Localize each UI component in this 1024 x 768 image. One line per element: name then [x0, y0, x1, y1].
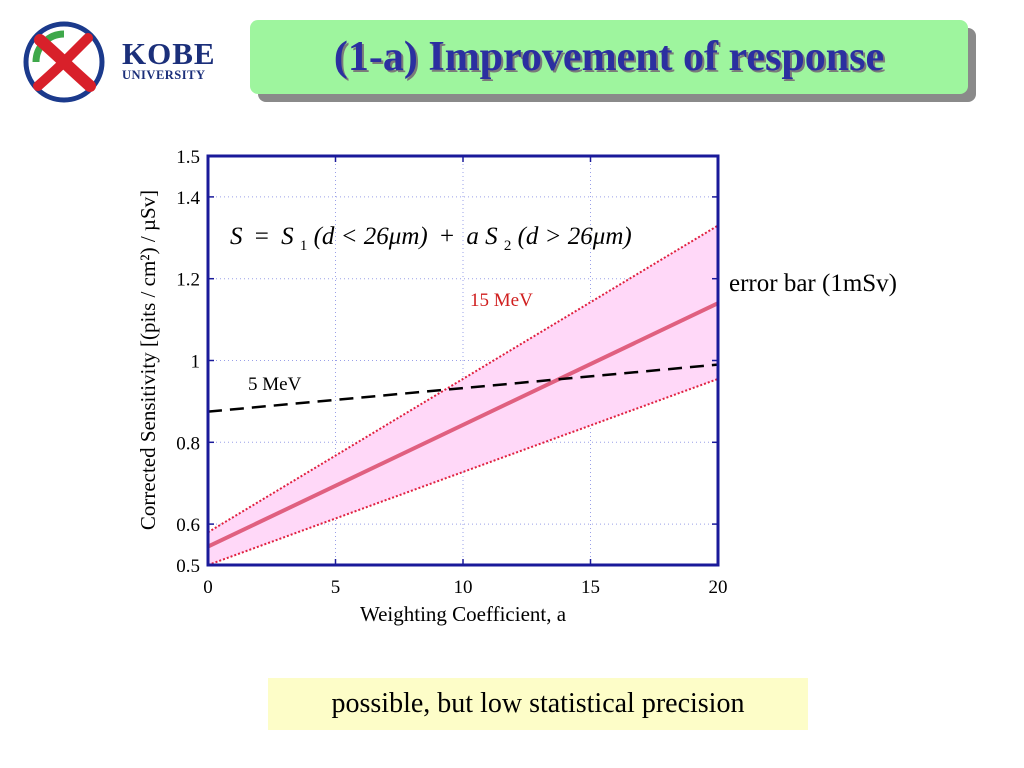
- y-axis-title: Corrected Sensitivity [(pits / cm²) / µS…: [136, 190, 160, 530]
- y-tick-label: 1.4: [176, 188, 200, 209]
- y-tick-label: 0.5: [176, 556, 200, 577]
- page-title: (1-a) Improvement of response: [333, 34, 885, 80]
- formula-cond2: (d > 26μm): [518, 223, 632, 250]
- x-tick-label: 20: [709, 577, 728, 598]
- logo-line-2: UNIVERSITY: [122, 68, 206, 82]
- x-axis-title: Weighting Coefficient, a: [360, 602, 567, 626]
- y-tick-label: 0.8: [176, 433, 200, 454]
- y-tick-label: 1: [191, 352, 201, 373]
- error-band: [208, 225, 718, 565]
- y-tick-label: 1.2: [176, 270, 200, 291]
- x-tick-label: 15: [581, 577, 600, 598]
- formula-s: S: [230, 223, 243, 250]
- formula-cond1: (d < 26μm): [314, 223, 428, 250]
- logo-wordmark: KOBE UNIVERSITY: [122, 38, 216, 83]
- kobe-emblem-icon: [23, 21, 105, 103]
- formula-plus: +: [440, 223, 454, 250]
- precision-note: possible, but low statistical precision: [268, 678, 808, 730]
- kobe-university-logo: KOBE UNIVERSITY: [18, 18, 238, 108]
- formula-s1: S: [281, 223, 294, 250]
- error-band-upper-edge: [207, 224, 719, 534]
- formula-eq: =: [255, 223, 269, 250]
- precision-note-text: possible, but low statistical precision: [331, 688, 745, 719]
- formula-label: S = S 1 (d < 26μm) + a S 2 (d > 26μm): [230, 223, 632, 256]
- y-tick-label: 0.6: [176, 515, 200, 536]
- x-tick-label: 5: [331, 577, 341, 598]
- series-line-5mev: [207, 363, 719, 413]
- series-label-5mev: 5 MeV: [248, 374, 302, 395]
- series-label-15mev: 15 MeV: [470, 290, 533, 311]
- formula-s2: S: [485, 223, 498, 250]
- x-tick-label: 0: [203, 577, 213, 598]
- logo-line-1: KOBE: [122, 36, 216, 71]
- tick-layer: 0 5 10 15 20 0.5 0.6 0.8 1 1.2 1.4 1.5: [176, 147, 727, 598]
- x-tick-label: 10: [454, 577, 473, 598]
- y-tick-label: 1.5: [176, 147, 200, 168]
- formula-sub2: 2: [504, 238, 512, 254]
- formula-a: a: [466, 223, 479, 250]
- title-banner: (1-a) Improvement of response: [250, 20, 968, 94]
- error-band-layer: [207, 224, 719, 566]
- error-bar-annotation: error bar (1mSv): [729, 270, 897, 297]
- error-band-lower-edge: [207, 377, 719, 566]
- series-line-15mev: [207, 301, 719, 549]
- series-layer: [207, 301, 719, 549]
- formula-sub1: 1: [300, 238, 308, 254]
